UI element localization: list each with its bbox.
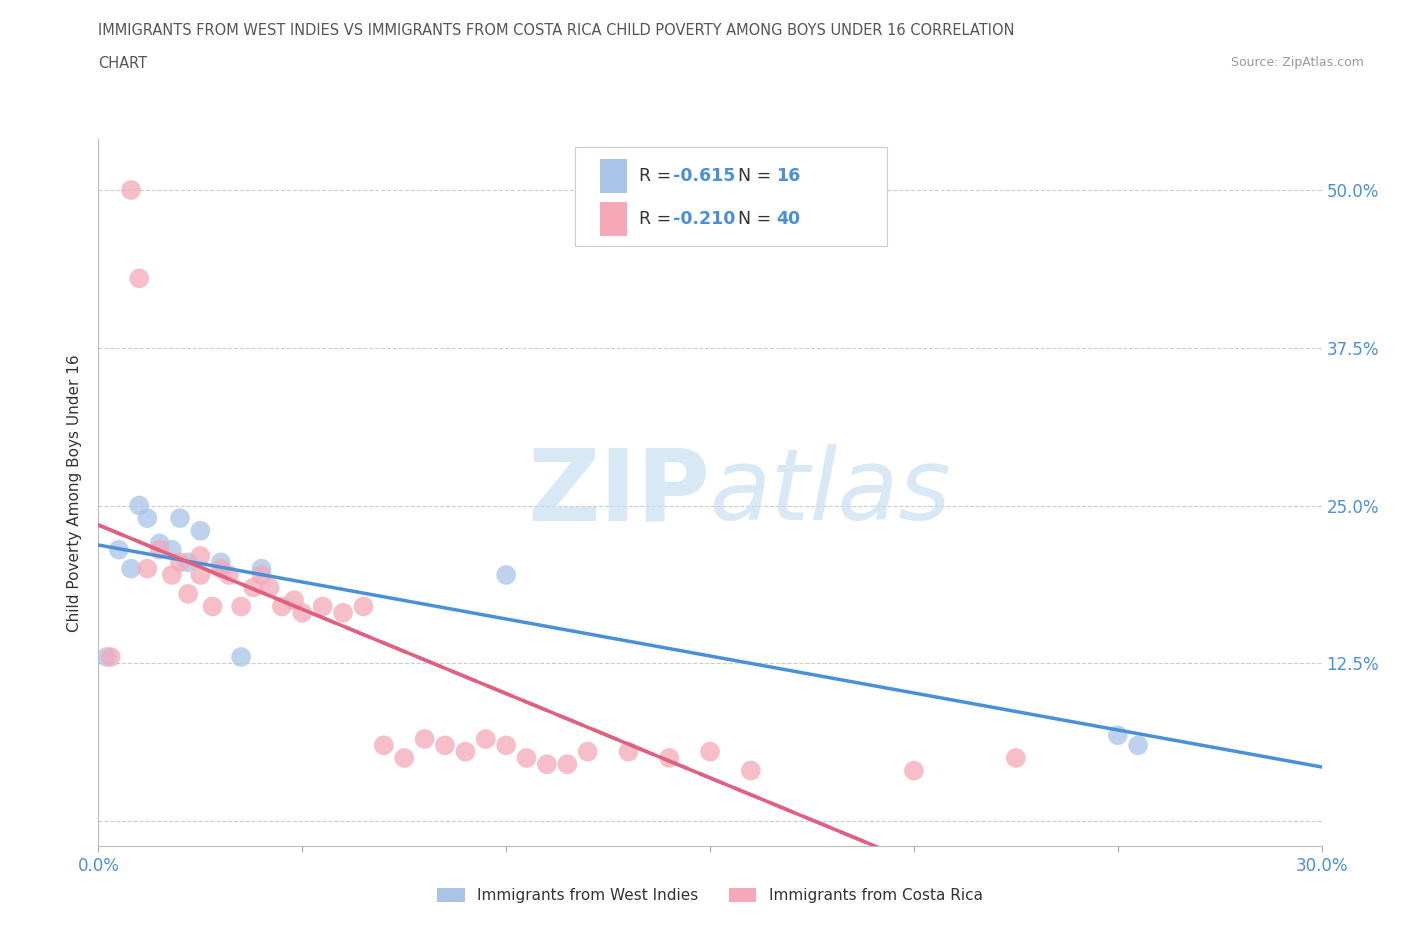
Point <box>454 744 477 759</box>
Point <box>536 757 558 772</box>
Point <box>373 737 395 752</box>
Point <box>128 498 150 513</box>
Point <box>259 580 281 595</box>
Point <box>188 567 212 582</box>
Point <box>108 542 131 557</box>
Point <box>495 567 517 582</box>
Point <box>250 561 273 576</box>
Point <box>160 567 183 582</box>
Point <box>576 744 599 759</box>
Point <box>128 271 150 286</box>
Point <box>1004 751 1026 765</box>
Text: R =: R = <box>640 166 676 185</box>
Point <box>169 511 191 525</box>
Point <box>392 751 416 765</box>
Point <box>658 751 681 765</box>
Point <box>169 555 191 570</box>
Point <box>1107 728 1129 743</box>
Point <box>120 561 142 576</box>
Text: IMMIGRANTS FROM WEST INDIES VS IMMIGRANTS FROM COSTA RICA CHILD POVERTY AMONG BO: IMMIGRANTS FROM WEST INDIES VS IMMIGRANT… <box>98 23 1015 38</box>
Point <box>332 605 354 620</box>
Point <box>218 567 240 582</box>
Point <box>903 764 925 778</box>
Point <box>516 751 538 765</box>
Point <box>434 737 457 752</box>
Text: Source: ZipAtlas.com: Source: ZipAtlas.com <box>1230 56 1364 69</box>
Legend: Immigrants from West Indies, Immigrants from Costa Rica: Immigrants from West Indies, Immigrants … <box>432 882 988 910</box>
Point <box>270 599 294 614</box>
Point <box>209 561 232 576</box>
Text: -0.615: -0.615 <box>673 166 735 185</box>
Point <box>100 649 122 664</box>
Point <box>291 605 314 620</box>
Point <box>209 555 232 570</box>
Bar <box>600 159 627 193</box>
Point <box>188 524 212 538</box>
Point <box>495 737 517 752</box>
Point <box>120 182 142 197</box>
Point <box>188 549 212 564</box>
Point <box>177 587 200 602</box>
Y-axis label: Child Poverty Among Boys Under 16: Child Poverty Among Boys Under 16 <box>67 354 83 631</box>
Point <box>740 764 762 778</box>
Point <box>231 599 253 614</box>
Text: N =: N = <box>727 166 778 185</box>
Text: -0.210: -0.210 <box>673 210 735 228</box>
Point <box>136 511 159 525</box>
FancyBboxPatch shape <box>575 147 887 246</box>
Text: 16: 16 <box>776 166 800 185</box>
Point <box>474 732 498 747</box>
Point <box>250 567 273 582</box>
Point <box>201 599 224 614</box>
Point <box>177 555 200 570</box>
Point <box>557 757 579 772</box>
Point <box>699 744 721 759</box>
Bar <box>600 202 627 236</box>
Point <box>242 580 264 595</box>
Text: R =: R = <box>640 210 676 228</box>
Point <box>96 649 118 664</box>
Point <box>1128 737 1150 752</box>
Point <box>617 744 640 759</box>
Point <box>160 542 183 557</box>
Point <box>312 599 335 614</box>
Point <box>231 649 253 664</box>
Point <box>149 542 172 557</box>
Point <box>149 536 172 551</box>
Text: CHART: CHART <box>98 56 148 71</box>
Text: atlas: atlas <box>710 445 952 541</box>
Point <box>352 599 374 614</box>
Point <box>283 592 305 607</box>
Point <box>413 732 436 747</box>
Point <box>136 561 159 576</box>
Text: ZIP: ZIP <box>527 445 710 541</box>
Text: 40: 40 <box>776 210 800 228</box>
Text: N =: N = <box>727 210 778 228</box>
